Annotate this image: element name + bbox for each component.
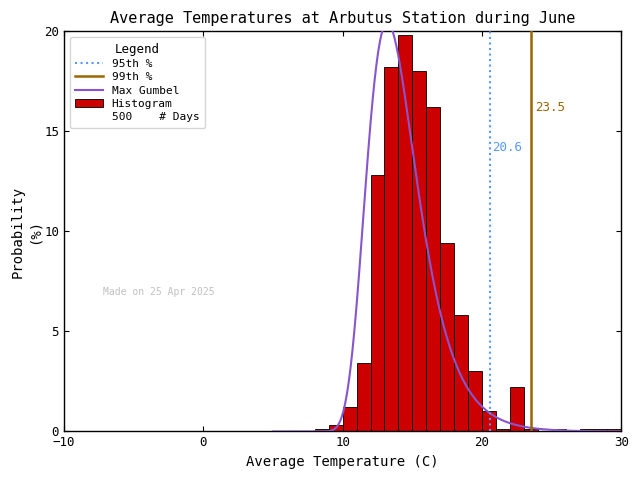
95th % [486,408,494,414]
Max Gumbel [269,429,277,434]
Y-axis label: Probability
(%): Probability (%) [11,185,42,277]
Max Gumbel [563,428,571,433]
Bar [482,411,496,432]
Text: 20.6: 20.6 [493,142,522,155]
Bar [399,36,412,432]
Bar [440,243,454,432]
Text: 23.5: 23.5 [535,101,565,114]
Bar [468,372,482,432]
Max Gumbel [570,428,577,434]
Bar [454,315,468,432]
Max Gumbel [435,305,443,311]
Bar [412,72,426,432]
Title: Average Temperatures at Arbutus Station during June: Average Temperatures at Arbutus Station … [110,11,575,26]
Bar [426,108,440,432]
Bar [342,408,356,432]
Bar [315,430,329,432]
Max Gumbel [528,425,536,431]
Bar [356,363,371,432]
Text: Made on 25 Apr 2025: Made on 25 Apr 2025 [103,288,214,298]
Bar [593,430,607,432]
Bar [385,68,399,432]
Bar [524,430,538,432]
Legend: 95th %, 99th %, Max Gumbel, Histogram, 500    # Days: 95th %, 99th %, Max Gumbel, Histogram, 5… [70,37,205,128]
Bar [329,425,342,432]
Bar [580,430,593,432]
Max Gumbel [308,429,316,434]
95th % [486,429,494,434]
Bar [607,430,621,432]
Bar [496,430,510,432]
Bar [552,430,566,432]
Max Gumbel [422,234,429,240]
Bar [371,176,385,432]
Bar [510,387,524,432]
Line: Max Gumbel: Max Gumbel [273,23,640,432]
Max Gumbel [383,20,391,25]
99th % [527,429,534,434]
99th % [527,408,534,414]
X-axis label: Average Temperature (C): Average Temperature (C) [246,455,439,469]
